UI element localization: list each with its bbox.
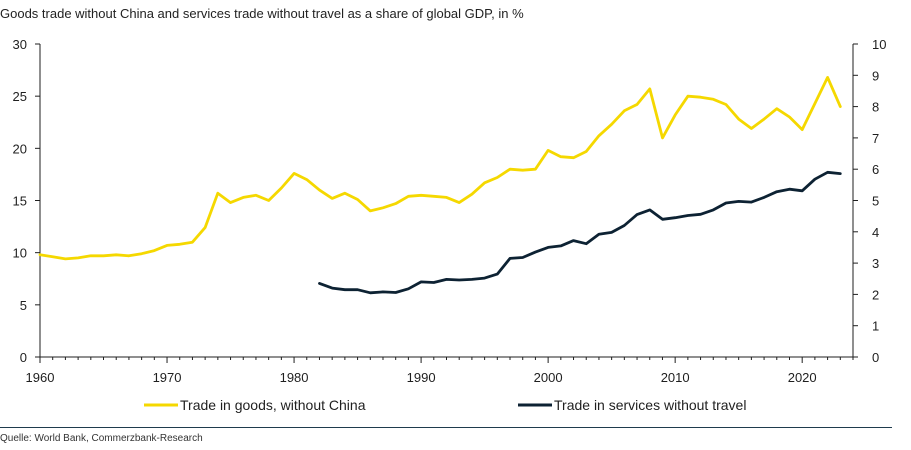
x-tick-label: 1980	[280, 370, 309, 385]
source-note: Quelle: World Bank, Commerzbank-Research	[0, 433, 203, 444]
x-tick-label: 2010	[661, 370, 690, 385]
x-tick-label: 1990	[407, 370, 436, 385]
left-tick-label: 5	[20, 298, 27, 313]
right-tick-label: 4	[872, 225, 879, 240]
x-tick-label: 2000	[534, 370, 563, 385]
right-axis: 0 1 2 3 4 5 6 7 8 9 10	[852, 37, 886, 365]
right-tick-label: 0	[872, 350, 879, 365]
series-layer	[38, 76, 842, 295]
right-tick-label: 10	[872, 37, 886, 52]
right-tick-label: 8	[872, 100, 879, 115]
series-line-1	[38, 76, 842, 261]
x-tick-label: 2020	[788, 370, 817, 385]
right-tick-label: 6	[872, 162, 879, 177]
x-axis: 1960 1970 1980 1990 2000 2010 2020	[26, 356, 854, 385]
left-tick-label: 0	[20, 350, 27, 365]
left-tick-label: 10	[13, 246, 27, 261]
legend: Trade in goods, without China Trade in se…	[144, 397, 746, 413]
right-tick-label: 3	[872, 256, 879, 271]
left-tick-label: 25	[13, 89, 27, 104]
footer-divider	[0, 427, 892, 428]
right-tick-label: 1	[872, 319, 879, 334]
x-tick-label: 1970	[153, 370, 182, 385]
right-tick-label: 9	[872, 68, 879, 83]
legend-label-1: Trade in goods, without China	[180, 397, 366, 413]
series-line-2	[318, 170, 842, 295]
legend-label-2: Trade in services without travel	[554, 397, 746, 413]
chart-title: Goods trade without China and services t…	[0, 6, 524, 21]
x-tick-label: 1960	[26, 370, 55, 385]
right-tick-label: 5	[872, 194, 879, 209]
left-tick-label: 20	[13, 141, 27, 156]
left-tick-label: 15	[13, 194, 27, 209]
left-axis: 0 5 10 15 20 25 30	[13, 37, 41, 365]
right-tick-label: 2	[872, 287, 879, 302]
left-tick-label: 30	[13, 37, 27, 52]
right-tick-label: 7	[872, 131, 879, 146]
